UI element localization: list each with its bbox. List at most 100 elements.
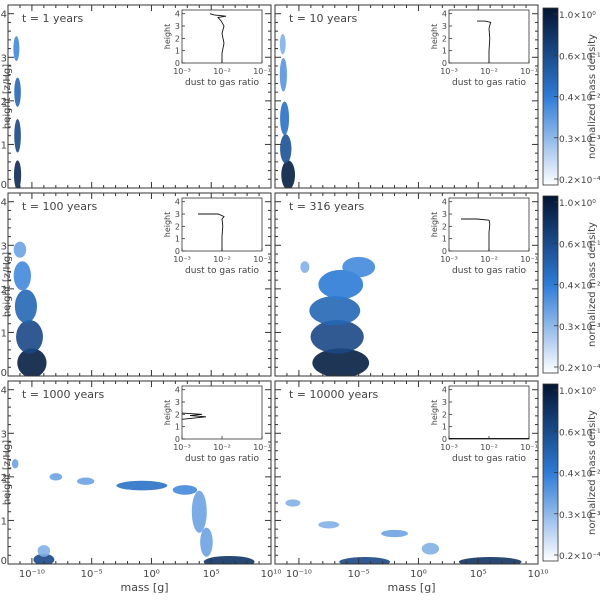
inset-x-tick-label: 10⁻² [213,443,231,452]
density-blob [318,269,364,300]
inset-x-label: dust to gas ratio [185,454,259,464]
inset: 0 1 2 3 4 10⁻³ 10⁻² 10⁻¹ dust to gas ratio height [430,197,538,276]
inset-x-tick-label: 10⁻² [213,67,231,76]
inset-y-tick-label: 2 [442,34,447,43]
density-blob [11,459,19,469]
inset-x-tick-label: 10⁻³ [173,255,191,264]
density-layer [279,34,296,188]
density-blob [310,320,364,354]
x-tick-label: 10⁻⁵ [348,569,370,580]
panel-title: t = 10 years [289,12,358,25]
x-tick-label: 10⁰ [143,569,160,580]
colorbar-tick-label: 0.4×10⁻² [559,94,600,104]
colorbar-label: normalized mass density [587,222,598,347]
density-blob [309,296,361,326]
density-blob [49,473,63,481]
inset-y-tick-label: 4 [442,10,447,19]
density-layer [13,36,22,188]
y-tick-label: 0 [1,556,7,567]
density-blob [318,521,340,529]
panel-title: t = 316 years [289,200,365,213]
inset-x-label: dust to gas ratio [185,266,259,276]
density-blob [421,542,440,555]
colorbar-tick-label: 0.3×10⁻³ [559,135,600,145]
colorbar-tick-label: 0.2×10⁻⁴ [559,364,600,374]
inset-x-tick-label: 10⁻³ [173,443,191,452]
inset-profile-line [198,213,225,251]
panel-2: t = 10 years 0 1 2 3 4 10⁻³ 10⁻² 10⁻¹ dust to gas… [274,4,600,189]
y-tick-label: 3 [1,241,7,252]
inset-x-tick-label: 10⁻³ [440,255,458,264]
inset-y-tick-label: 0 [442,247,447,256]
x-tick-label: 10⁻¹⁰ [286,569,312,580]
y-tick-label: 0 [1,180,7,191]
inset-profile-line [209,13,227,63]
inset-y-label: height [430,24,439,50]
inset: 0 1 2 3 4 10⁻³ 10⁻² 10⁻¹ dust to gas ratio height [430,385,538,464]
colorbar: 1.0×10⁰ 0.6×10⁻¹ 0.4×10⁻² 0.3×10⁻³ 0.2×10⁻⁴ n… [542,383,600,562]
inset-y-tick-label: 3 [442,210,447,219]
inset-x-tick-label: 10⁻³ [440,443,458,452]
colorbar-tick-label: 0.4×10⁻² [559,470,600,480]
x-tick-label: 10⁵ [203,569,220,580]
x-tick-label: 10⁵ [470,569,487,580]
inset-y-tick-label: 4 [442,386,447,395]
panel-title: t = 1 years [22,12,84,25]
density-blob [203,555,255,564]
inset-y-tick-label: 3 [175,210,180,219]
panel-3: 0 1 2 3 4 t = 100 years 0 1 2 3 4 10⁻³ 10⁻² 10⁻¹ dust … [1,192,272,379]
y-tick-label: 0 [1,368,7,379]
panel-title: t = 100 years [22,200,98,213]
inset-y-tick-label: 1 [175,235,180,244]
density-blob [200,527,213,557]
inset-y-tick-label: 2 [442,410,447,419]
inset-x-label: dust to gas ratio [185,78,259,88]
density-blob [14,118,21,153]
y-tick-label: 1 [1,516,7,527]
inset-x-label: dust to gas ratio [452,266,526,276]
inset-x-tick-label: 10⁻¹ [520,443,538,452]
panel-5: 10⁻¹⁰ 10⁻⁵ 10⁰ 10⁵ 10¹⁰ mass [g] 0 1 2 3 4 t = 1000… [1,380,281,594]
inset: 0 1 2 3 4 10⁻³ 10⁻² 10⁻¹ dust to gas ratio height [430,9,538,88]
density-blob [342,256,376,278]
density-blob [13,261,32,291]
y-tick-label: 4 [1,198,7,209]
inset-y-tick-label: 0 [442,59,447,68]
y-tick-label: 1 [1,140,7,151]
inset-x-label: dust to gas ratio [452,78,526,88]
inset: 0 1 2 3 4 10⁻³ 10⁻² 10⁻¹ dust to gas ratio height [163,385,271,464]
density-blob [312,348,370,376]
inset-y-tick-label: 0 [175,247,180,256]
density-blob [13,160,22,188]
inset-x-tick-label: 10⁻¹ [520,67,538,76]
colorbar: 1.0×10⁰ 0.6×10⁻¹ 0.4×10⁻² 0.3×10⁻³ 0.2×10⁻⁴ n… [542,195,600,374]
x-tick-label: 10⁰ [410,569,427,580]
inset-x-tick-label: 10⁻² [480,255,498,264]
inset-y-tick-label: 4 [175,386,180,395]
x-axis-label: mass [g] [121,581,169,594]
density-layer [300,256,376,376]
y-tick-label: 4 [1,386,7,397]
inset-y-tick-label: 2 [175,410,180,419]
inset-y-tick-label: 4 [175,198,180,207]
inset-x-tick-label: 10⁻¹ [520,255,538,264]
panel-4: t = 316 years 0 1 2 3 4 10⁻³ 10⁻² 10⁻¹ dust to ga… [274,192,600,377]
inset-y-tick-label: 2 [175,34,180,43]
density-layer [285,499,522,564]
inset-y-tick-label: 0 [175,59,180,68]
panel-1: 0 1 2 3 4 t = 1 years 0 1 2 3 4 10⁻³ 10⁻² 10⁻¹ dust to… [1,4,272,191]
inset-y-tick-label: 0 [442,435,447,444]
density-blob [280,101,290,136]
inset-y-tick-label: 0 [175,435,180,444]
y-axis-label: height [z/Hg] [2,252,13,317]
colorbar-tick-label: 0.4×10⁻² [559,282,600,292]
colorbar: 1.0×10⁰ 0.6×10⁻¹ 0.4×10⁻² 0.3×10⁻³ 0.2×10⁻⁴ n… [542,7,600,186]
inset-x-tick-label: 10⁻¹ [253,255,271,264]
density-layer [11,459,255,564]
inset-profile-line [477,20,492,63]
inset-y-tick-label: 3 [175,22,180,31]
inset-y-label: height [163,212,172,238]
density-blob [300,261,310,273]
